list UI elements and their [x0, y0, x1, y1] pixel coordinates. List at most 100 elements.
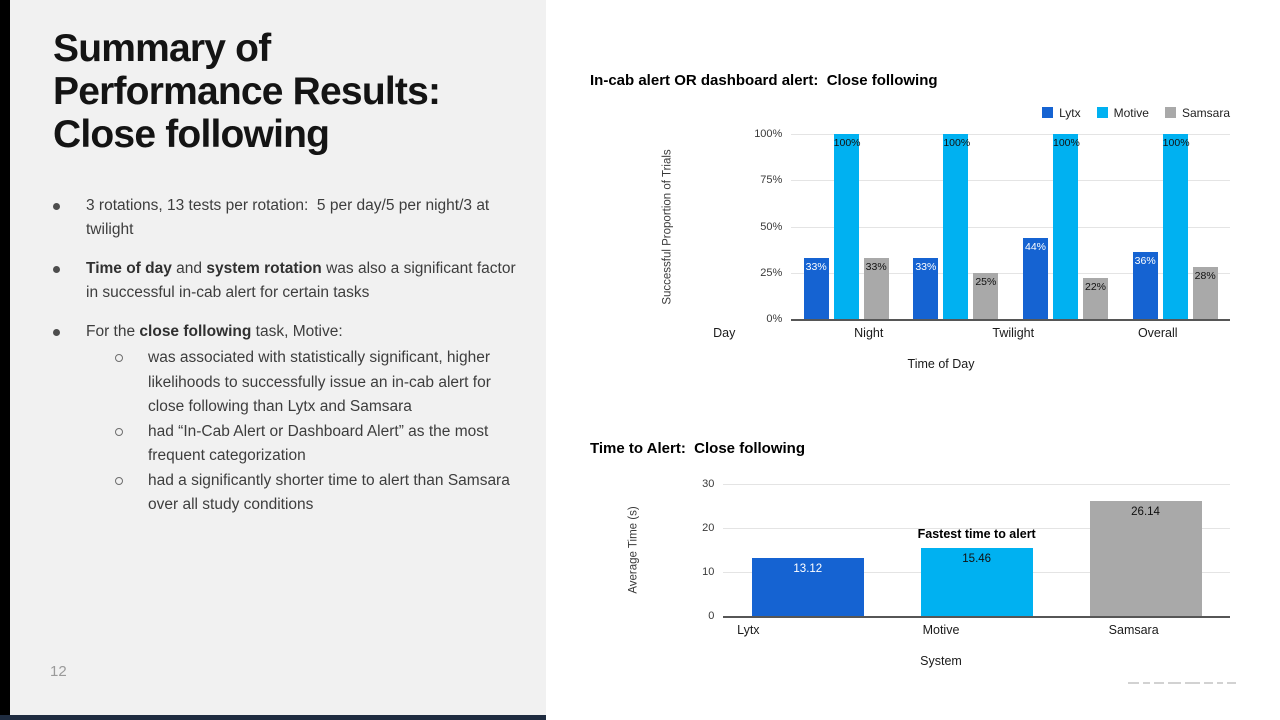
- bar-value-label: 13.12: [793, 563, 823, 576]
- bar-value-label: 33%: [805, 260, 827, 273]
- legend-item-samsara: Samsara: [1164, 106, 1230, 120]
- bar-value-label: 100%: [833, 137, 861, 149]
- bar-value-label: 25%: [975, 275, 997, 288]
- x-axis-title: System: [920, 654, 962, 668]
- slide-left-edge-strip: [0, 0, 10, 720]
- slide-title-line-2: Performance Results:: [53, 69, 441, 113]
- sub-bullet-item: was associated with statistically signif…: [115, 346, 517, 419]
- bar-motive-overall: 100%: [1162, 134, 1190, 319]
- gridline: [723, 528, 1230, 529]
- sub-bullet-item: had a significantly shorter time to aler…: [115, 469, 517, 518]
- y-tick-label: 50%: [760, 220, 783, 233]
- bullet-list: 3 rotations, 13 tests per rotation: 5 pe…: [53, 194, 517, 518]
- sub-bullet-item: had “In-Cab Alert or Dashboard Alert” as…: [115, 420, 517, 469]
- x-tick-label-night: Night: [854, 326, 884, 340]
- bar-motive-twilight: 100%: [1053, 134, 1080, 319]
- bullet-item: Time of day and system rotation was also…: [53, 257, 517, 306]
- bullet-icon: [53, 320, 86, 344]
- x-tick-label-lytx: Lytx: [737, 623, 760, 637]
- bar-lytx-night: 33%: [913, 257, 939, 319]
- y-tick-label: 30: [702, 478, 715, 490]
- bar-value-label: 28%: [1194, 270, 1216, 283]
- bar-group-lytx: 13.12: [723, 484, 892, 616]
- fastest-time-annotation: Fastest time to alert: [917, 526, 1036, 541]
- bullet-text: 3 rotations, 13 tests per rotation: 5 pe…: [86, 197, 490, 239]
- bar-samsara-night: 25%: [973, 272, 999, 319]
- bar-group-night: 33% 100% 25%: [901, 134, 1011, 319]
- bar-samsara: 26.14: [1089, 500, 1202, 616]
- bars-container: 33% 100% 33% 33% 100% 25% 44% 100% 22% 36% 100% 28%: [791, 134, 1230, 319]
- slide-bottom-strip: [0, 715, 546, 720]
- legend-swatch: [1096, 107, 1108, 118]
- x-tick-label-day: Day: [713, 326, 736, 340]
- plot-area: 13.12 Fastest time to alert 15.46 26.14: [723, 484, 1230, 618]
- bar-group-overall: 36% 100% 28%: [1120, 134, 1230, 319]
- y-axis-title: Average Time (s): [627, 506, 640, 594]
- legend-item-lytx: Lytx: [1042, 106, 1081, 120]
- y-tick-label: 0%: [766, 313, 783, 325]
- x-axis-title: Time of Day: [907, 357, 975, 371]
- x-tick-label-overall: Overall: [1137, 326, 1178, 340]
- slide-title: Summary of Performance Results: Close fo…: [53, 27, 533, 157]
- y-tick-label: 25%: [760, 266, 783, 279]
- x-tick-label-twilight: Twilight: [992, 326, 1035, 340]
- y-tick-label: 100%: [754, 128, 783, 140]
- bar-value-label: 36%: [1134, 255, 1156, 268]
- slide-title-line-1: Summary of: [53, 27, 271, 70]
- gridline: [723, 484, 1230, 485]
- legend-swatch: [1164, 107, 1176, 118]
- y-axis-title: Successful Proportion of Trials: [661, 148, 674, 305]
- x-tick-label-samsara: Samsara: [1108, 623, 1159, 637]
- legend-swatch: [1042, 107, 1054, 118]
- gridline: [791, 134, 1230, 135]
- bullet-text: had a significantly shorter time to aler…: [148, 471, 510, 514]
- x-axis-ticks: Lytx Motive Samsara: [652, 623, 1230, 637]
- bar-value-label: 100%: [1053, 137, 1080, 149]
- bar-value-label: 100%: [1162, 137, 1190, 149]
- bullet-item: 3 rotations, 13 tests per rotation: 5 pe…: [53, 194, 517, 243]
- bar-samsara-twilight: 22%: [1083, 278, 1108, 319]
- x-tick-label-motive: Motive: [922, 623, 960, 637]
- bar-value-label: 33%: [865, 260, 887, 273]
- bar-group-motive: Fastest time to alert 15.46: [892, 484, 1061, 616]
- bar-samsara-overall: 28%: [1192, 267, 1218, 319]
- gridline: [791, 226, 1230, 228]
- bullet-text: Time of day and system rotation was also…: [86, 259, 516, 302]
- y-tick-label: 10: [702, 566, 715, 578]
- bar-group-samsara: 26.14: [1061, 484, 1230, 616]
- bars-container: 13.12 Fastest time to alert 15.46 26.14: [723, 484, 1230, 616]
- left-text-panel: [10, 0, 546, 720]
- x-axis-baseline: [723, 616, 1230, 618]
- bar-lytx-overall: 36%: [1132, 252, 1158, 319]
- chart-incab-or-dashboard-alert: In-cab alert OR dashboard alert: Close f…: [590, 72, 1230, 371]
- y-tick-label: 0: [708, 610, 715, 622]
- y-tick-label: 20: [702, 522, 715, 534]
- bar-value-label: 22%: [1084, 281, 1106, 294]
- gridline: [791, 272, 1230, 274]
- bar-samsara-day: 33%: [863, 257, 889, 319]
- y-axis-ticks: 100% 75% 50% 25% 0%: [745, 128, 791, 325]
- bullet-icon: [53, 257, 86, 306]
- chart-time-to-alert: Time to Alert: Close following Average T…: [590, 440, 1230, 668]
- bullet-text: For the close following task, Motive:: [86, 322, 343, 340]
- x-axis-ticks: Day Night Twilight Overall: [652, 326, 1230, 340]
- bar-group-twilight: 44% 100% 22%: [1011, 134, 1121, 319]
- bar-group-day: 33% 100% 33%: [791, 134, 901, 319]
- bar-value-label: 100%: [943, 137, 971, 149]
- bar-lytx-day: 33%: [803, 257, 829, 319]
- footer-redacted-marks: [1128, 682, 1236, 684]
- hollow-bullet-icon: [115, 420, 148, 469]
- bar-value-label: 15.46: [962, 552, 992, 565]
- hollow-bullet-icon: [115, 469, 148, 518]
- page-number: 12: [50, 663, 67, 680]
- slide-title-line-3: Close following: [53, 112, 330, 156]
- y-axis-ticks: 30 20 10 0: [677, 478, 723, 622]
- chart-legend: Lytx Motive Samsara: [590, 106, 1230, 120]
- bar-lytx: 13.12: [751, 558, 864, 616]
- hollow-bullet-icon: [115, 346, 148, 419]
- gridline: [791, 180, 1230, 182]
- chart-title: Time to Alert: Close following: [590, 440, 806, 457]
- bar-value-label: 44%: [1024, 240, 1046, 253]
- x-axis-baseline: [791, 319, 1230, 321]
- legend-item-motive: Motive: [1096, 106, 1149, 120]
